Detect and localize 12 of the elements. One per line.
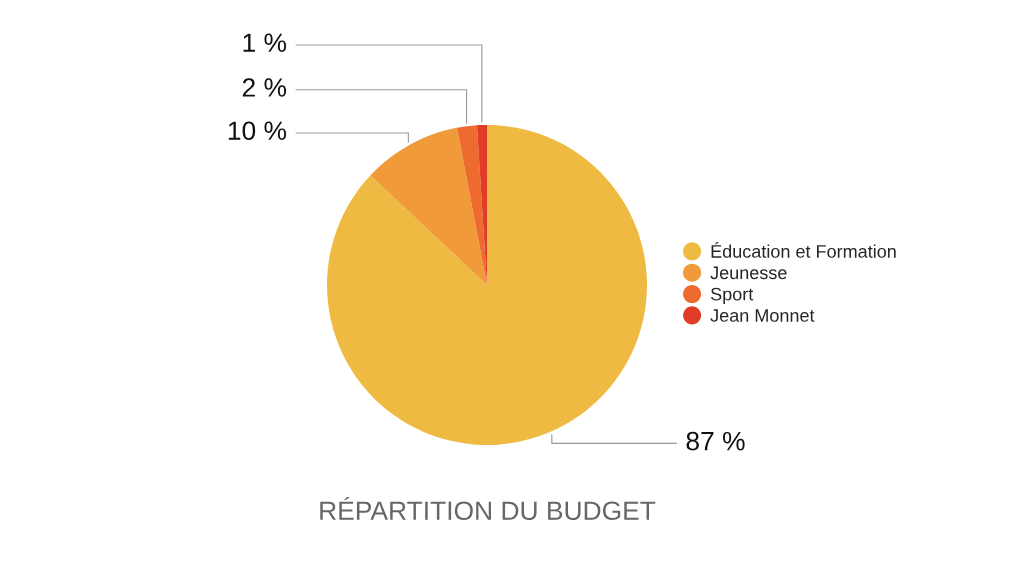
text: RÉPARTITION DU BUDGET	[320, 496, 656, 521]
legend-label: Éducation et Formation	[711, 241, 896, 258]
legend-label: Jeunesse	[710, 266, 787, 280]
legend-label: Jean Monnet	[710, 309, 815, 322]
data-label: 10 %	[228, 121, 287, 141]
data-label: 1 %	[243, 33, 287, 52]
data-label: 87 %	[686, 431, 745, 451]
pie-slice	[370, 127, 487, 285]
pie-slice	[457, 125, 487, 285]
data-label: 2 %	[242, 78, 287, 97]
pie-slice	[327, 125, 647, 445]
legend-label: Sport	[710, 287, 754, 305]
